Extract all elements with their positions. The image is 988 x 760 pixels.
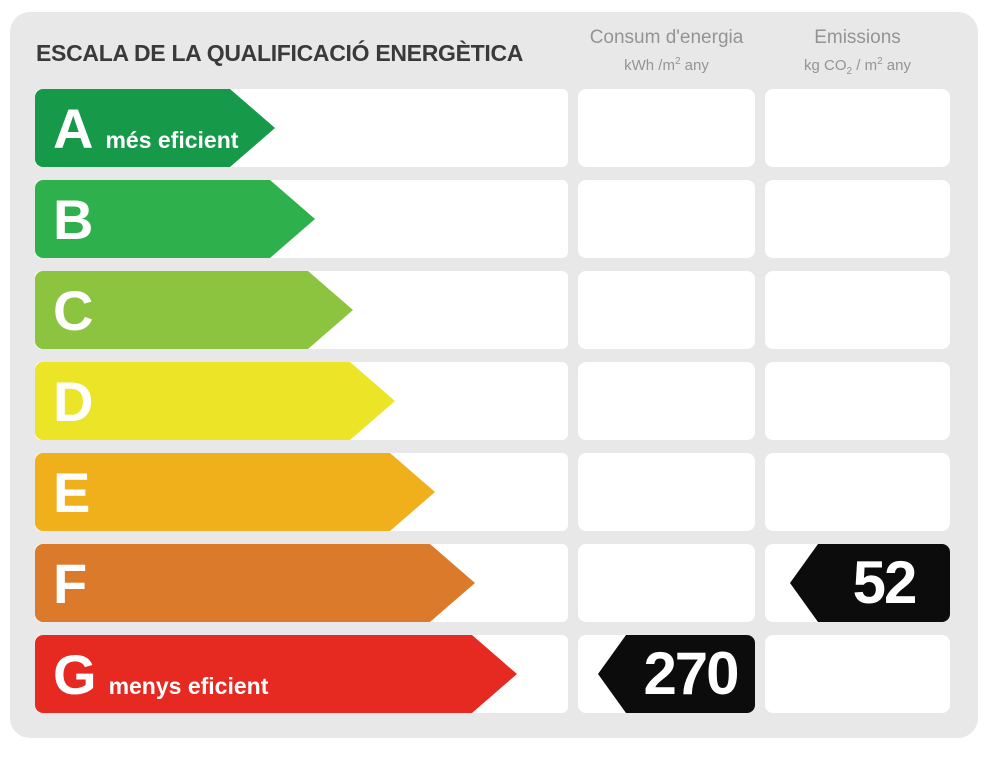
- rating-arrow-body: F: [35, 544, 430, 622]
- rating-lane-d: D: [35, 362, 568, 440]
- emissions-cell-g: [765, 635, 950, 713]
- emissions-cell-b: [765, 180, 950, 258]
- page-title: ESCALA DE LA QUALIFICACIÓ ENERGÈTICA: [36, 40, 524, 66]
- emissions-header-title: Emissions: [814, 27, 901, 48]
- consum-value: 270: [643, 640, 739, 707]
- consum-cell-c: [578, 271, 755, 349]
- unit-text: any: [680, 57, 709, 74]
- unit-superscript: 2: [877, 56, 883, 67]
- arrow-right-tip: [308, 271, 353, 349]
- rating-row-b: B: [10, 180, 978, 258]
- rating-arrow-text: D: [53, 374, 105, 430]
- consum-cell-b: [578, 180, 755, 258]
- rating-arrow-body: B: [35, 180, 270, 258]
- emissions-cell-e: [765, 453, 950, 531]
- emissions-value-badge: 52: [790, 544, 950, 622]
- rating-lane-f: F: [35, 544, 568, 622]
- unit-text: kg CO: [804, 57, 847, 74]
- emissions-cell-f: 52: [765, 544, 950, 622]
- rating-arrow-c: C: [35, 271, 353, 349]
- rating-letter-b: B: [53, 188, 94, 251]
- emissions-column-header: Emissions kg CO2 / m2 any: [765, 26, 950, 82]
- emissions-header-unit: kg CO2 / m2 any: [765, 52, 950, 82]
- consum-cell-e: [578, 453, 755, 531]
- rating-letter-a: A: [53, 97, 94, 160]
- energy-scale-panel: ESCALA DE LA QUALIFICACIÓ ENERGÈTICA Con…: [10, 12, 978, 738]
- rating-letter-g: G: [53, 643, 97, 706]
- consum-header-unit: kWh /m2 any: [578, 52, 755, 76]
- rating-lane-e: E: [35, 453, 568, 531]
- consum-header-title: Consum d'energia: [589, 27, 744, 48]
- consum-cell-g: 270: [578, 635, 755, 713]
- rating-row-d: D: [10, 362, 978, 440]
- consum-value-badge: 270: [598, 635, 755, 713]
- consum-cell-f: [578, 544, 755, 622]
- unit-subscript: 2: [846, 66, 853, 77]
- rating-arrow-body: C: [35, 271, 308, 349]
- arrow-right-tip: [390, 453, 435, 531]
- rating-arrow-e: E: [35, 453, 435, 531]
- rating-lane-c: C: [35, 271, 568, 349]
- badge-left-arrow-tip: [790, 544, 818, 622]
- unit-text: kWh /m: [624, 57, 675, 74]
- rating-row-c: C: [10, 271, 978, 349]
- rating-arrow-text: F: [53, 556, 99, 612]
- emissions-cell-d: [765, 362, 950, 440]
- arrow-right-tip: [270, 180, 315, 258]
- emissions-value: 52: [852, 549, 918, 616]
- rating-letter-c: C: [53, 279, 94, 342]
- badge-left-arrow-tip: [598, 635, 626, 713]
- rating-arrow-body: D: [35, 362, 350, 440]
- arrow-right-tip: [230, 89, 275, 167]
- rating-letter-f: F: [53, 552, 88, 615]
- badge-body: 52: [818, 544, 950, 622]
- rating-letter-d: D: [53, 370, 94, 433]
- rating-arrow-text: C: [53, 283, 105, 339]
- rating-label-a: més eficient: [105, 127, 239, 153]
- arrow-right-tip: [430, 544, 475, 622]
- emissions-cell-a: [765, 89, 950, 167]
- consum-cell-d: [578, 362, 755, 440]
- rating-arrow-text: E: [53, 465, 102, 521]
- unit-text: / m: [852, 57, 878, 74]
- unit-text: any: [882, 57, 911, 74]
- arrow-right-tip: [472, 635, 517, 713]
- badge-body: 270: [626, 635, 755, 713]
- consum-column-header: Consum d'energia kWh /m2 any: [578, 26, 755, 76]
- rating-arrow-body: E: [35, 453, 390, 531]
- rating-row-f: F 52: [10, 544, 978, 622]
- rating-arrow-b: B: [35, 180, 315, 258]
- rating-arrow-f: F: [35, 544, 475, 622]
- rating-label-g: menys eficient: [108, 673, 269, 699]
- unit-superscript: 2: [674, 56, 681, 67]
- emissions-cell-c: [765, 271, 950, 349]
- consum-cell-a: [578, 89, 755, 167]
- rating-row-e: E: [10, 453, 978, 531]
- arrow-right-tip: [350, 362, 395, 440]
- rating-arrow-text: B: [53, 192, 105, 248]
- rating-arrow-d: D: [35, 362, 395, 440]
- rating-letter-e: E: [53, 461, 91, 524]
- rating-lane-b: B: [35, 180, 568, 258]
